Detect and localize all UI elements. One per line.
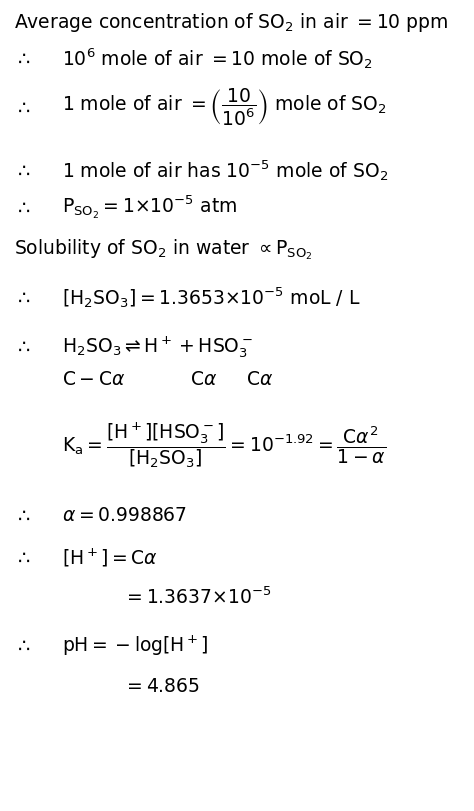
Text: $\therefore$: $\therefore$ (14, 49, 31, 68)
Text: $10^6$ mole of air $= 10$ mole of $\mathsf{SO_2}$: $10^6$ mole of air $= 10$ mole of $\math… (62, 46, 373, 71)
Text: Solubility of $\mathsf{SO_2}$ in water $\propto \mathsf{P}_{\mathsf{SO}_2}$: Solubility of $\mathsf{SO_2}$ in water $… (14, 237, 313, 261)
Text: 1 mole of air has $10^{-5}$ mole of $\mathsf{SO_2}$: 1 mole of air has $10^{-5}$ mole of $\ma… (62, 158, 388, 182)
Text: $\therefore$: $\therefore$ (14, 287, 31, 307)
Text: $\mathsf{C} - \mathsf{C}\alpha$: $\mathsf{C} - \mathsf{C}\alpha$ (62, 369, 125, 388)
Text: Average concentration of $\mathsf{SO_2}$ in air $= 10$ ppm: Average concentration of $\mathsf{SO_2}$… (14, 11, 449, 34)
Text: $\alpha = 0.998867$: $\alpha = 0.998867$ (62, 505, 187, 525)
Text: $\mathsf{P}_{\mathsf{SO}_2} = 1{\times}10^{-5}$ atm: $\mathsf{P}_{\mathsf{SO}_2} = 1{\times}1… (62, 193, 237, 221)
Text: $\therefore$: $\therefore$ (14, 635, 31, 654)
Text: $\mathsf{H_2SO_3} \rightleftharpoons \mathsf{H^+} + \mathsf{HSO_3^-}$: $\mathsf{H_2SO_3} \rightleftharpoons \ma… (62, 333, 253, 359)
Text: $\mathsf{pH} = -\log[\mathsf{H^+}]$: $\mathsf{pH} = -\log[\mathsf{H^+}]$ (62, 633, 208, 657)
Text: 1 mole of air $= \left(\dfrac{10}{10^6}\right)$ mole of $\mathsf{SO_2}$: 1 mole of air $= \left(\dfrac{10}{10^6}\… (62, 87, 386, 127)
Text: $\mathsf{K_a} = \dfrac{[\mathsf{H^+}][\mathsf{HSO_3^-}]}{[\mathsf{H_2SO_3}]} = 1: $\mathsf{K_a} = \dfrac{[\mathsf{H^+}][\m… (62, 419, 386, 470)
Text: $[\mathsf{H^+}] = \mathsf{C}\alpha$: $[\mathsf{H^+}] = \mathsf{C}\alpha$ (62, 546, 157, 569)
Text: $\therefore$: $\therefore$ (14, 337, 31, 356)
Text: $\mathsf{C}\alpha$: $\mathsf{C}\alpha$ (190, 369, 217, 388)
Text: $\therefore$: $\therefore$ (14, 161, 31, 180)
Text: $= 4.865$: $= 4.865$ (123, 676, 200, 695)
Text: $= 1.3637{\times}10^{-5}$: $= 1.3637{\times}10^{-5}$ (123, 586, 272, 607)
Text: $\therefore$: $\therefore$ (14, 197, 31, 217)
Text: $\therefore$: $\therefore$ (14, 505, 31, 525)
Text: $\mathsf{C}\alpha$: $\mathsf{C}\alpha$ (246, 369, 273, 388)
Text: $[\mathsf{H_2SO_3}] = 1.3653{\times}10^{-5}$ moL $/$ L: $[\mathsf{H_2SO_3}] = 1.3653{\times}10^{… (62, 285, 360, 309)
Text: $\therefore$: $\therefore$ (14, 97, 31, 117)
Text: $\therefore$: $\therefore$ (14, 547, 31, 567)
